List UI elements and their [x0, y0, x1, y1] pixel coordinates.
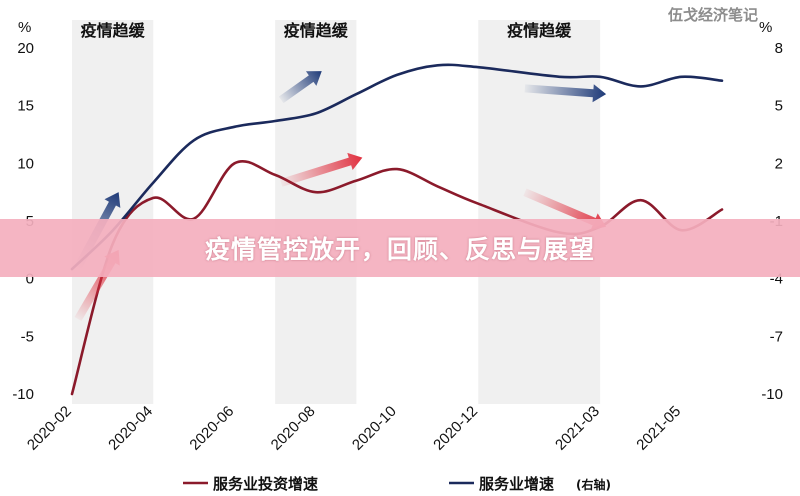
right-axis-tick: -10: [761, 386, 783, 403]
x-axis-tick: 2020-12: [430, 403, 481, 454]
trend-arrow-shape: [279, 152, 363, 187]
x-axis-tick: 2020-04: [105, 403, 156, 454]
right-axis-tick: 2: [775, 155, 783, 172]
right-axis-tick: 8: [775, 40, 783, 57]
legend-label-service-growth: 服务业增速: [479, 475, 554, 493]
trend-arrow-navy-3: [278, 71, 322, 104]
x-axis-tick: 2020-02: [24, 403, 75, 454]
trend-arrow-shape: [524, 84, 607, 103]
left-axis-tick: 15: [17, 98, 34, 115]
legend-label-investment: 服务业投资增速: [213, 475, 318, 493]
right-axis-tick: 5: [775, 98, 783, 115]
watermark-text: 伍戈经济笔记: [667, 6, 758, 24]
trend-arrow-shape: [278, 71, 322, 104]
shaded-period-label-3: 疫情趋缓: [507, 21, 572, 40]
trend-arrow-navy-5: [524, 84, 607, 103]
left-axis-tick: 20: [17, 40, 34, 57]
x-axis-tick: 2021-05: [633, 403, 684, 454]
x-axis-tick: 2020-08: [268, 403, 319, 454]
title-banner: 疫情管控放开，回顾、反思与展望: [0, 219, 800, 277]
left-axis-tick: -5: [21, 328, 34, 345]
right-axis-tick: -7: [770, 328, 783, 345]
x-axis-tick: 2020-10: [349, 403, 400, 454]
x-axis-tick: 2021-03: [552, 403, 603, 454]
left-axis-tick: 10: [17, 155, 34, 172]
left-axis-tick: -10: [12, 386, 34, 403]
x-axis-tick: 2020-06: [186, 403, 237, 454]
shaded-periods: 疫情趋缓 疫情趋缓 疫情趋缓: [72, 20, 601, 404]
series-lines: [70, 63, 724, 396]
left-axis-unit: %: [18, 19, 31, 36]
trend-arrow-red-4: [279, 152, 363, 187]
series-line-service-growth: [70, 63, 724, 271]
banner-title: 疫情管控放开，回顾、反思与展望: [204, 235, 595, 264]
series-line-investment: [70, 160, 724, 396]
shaded-period-label-1: 疫情趋缓: [81, 21, 146, 40]
shaded-period-label-2: 疫情趋缓: [284, 21, 349, 40]
right-axis-unit: %: [759, 19, 772, 36]
legend: 服务业投资增速 服务业增速 (右轴): [183, 475, 611, 493]
left-axis-tick: 0: [26, 271, 34, 288]
legend-label-right-axis-note: (右轴): [576, 477, 611, 492]
